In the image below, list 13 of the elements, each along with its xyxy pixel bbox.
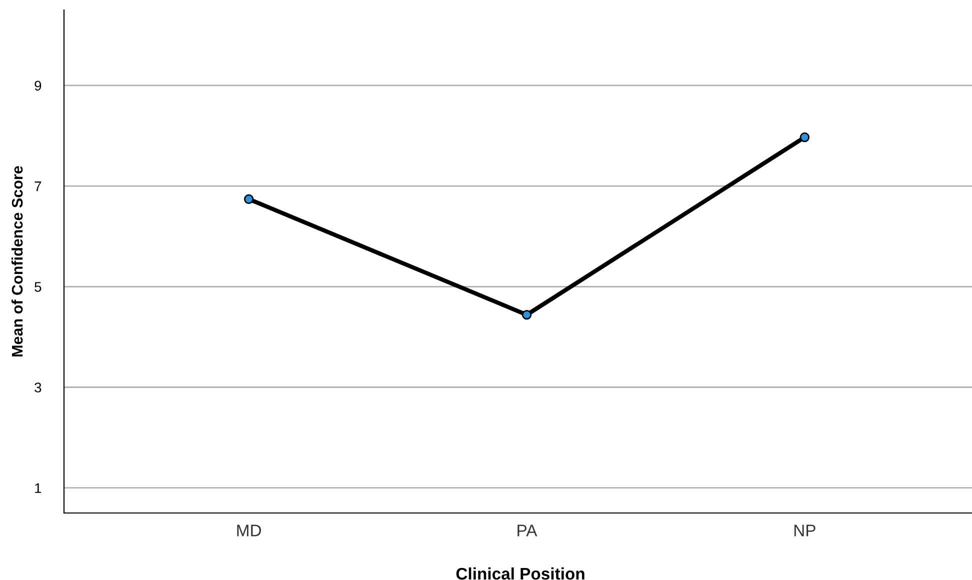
x-axis-title: Clinical Position <box>456 567 584 580</box>
x-tick-label: PA <box>518 524 538 536</box>
y-tick-label: 5 <box>34 282 42 292</box>
point <box>522 310 532 320</box>
y-axis-title: Mean of Confidence Score <box>11 166 23 356</box>
x-tick-label: NP <box>794 524 816 536</box>
point <box>244 194 254 204</box>
y-tick-label: 1 <box>35 483 42 493</box>
y-tick-label: 3 <box>34 382 42 392</box>
y-tick-label: 7 <box>34 182 42 192</box>
point <box>800 132 810 142</box>
x-tick-label: MD <box>237 524 261 536</box>
y-tick-label: 9 <box>34 80 42 91</box>
